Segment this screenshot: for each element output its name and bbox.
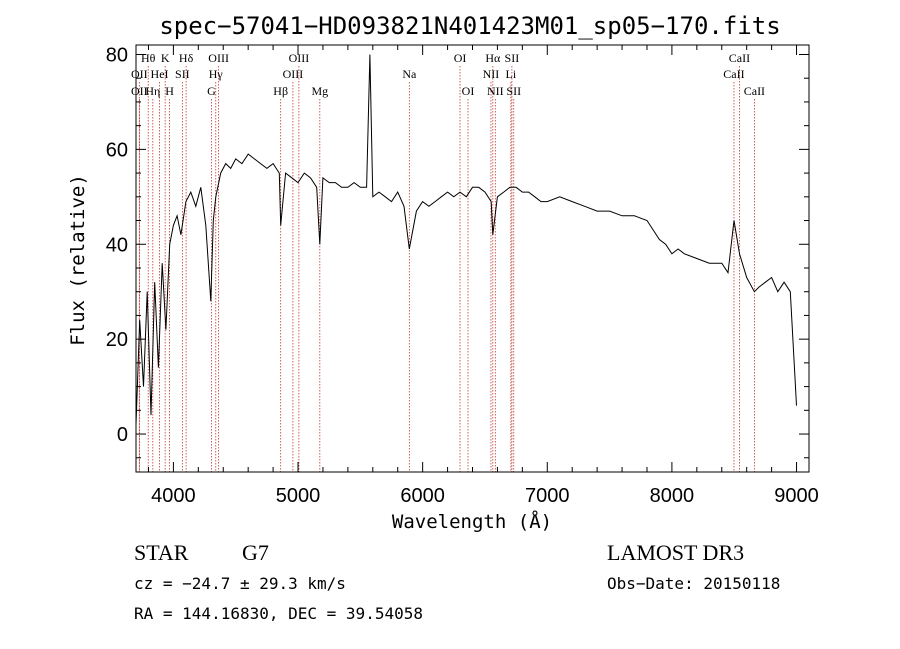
y-axis-label: Flux (relative): [67, 174, 89, 346]
y-tick-label: 20: [106, 329, 128, 351]
y-tick-label: 0: [117, 424, 128, 446]
x-tick-label: 7000: [525, 485, 570, 507]
obs-date-text: Obs−Date: 20150118: [607, 574, 780, 593]
spectral-line-label: Hα: [485, 51, 501, 65]
survey-name: LAMOST DR3: [607, 540, 744, 565]
x-tick-label: 5000: [276, 485, 321, 507]
spectral-line-label: OIII: [283, 67, 304, 81]
x-axis-label: Wavelength (Å): [392, 510, 552, 533]
spectral-line-label: Hθ: [141, 51, 156, 65]
axis-tick-labels: 4000 5000 6000 7000 8000 9000 0 20 40 60 80: [106, 44, 819, 507]
object-class: STAR: [134, 540, 189, 565]
spectral-line-label: NII: [487, 84, 504, 98]
spectral-line-label: HeI: [151, 67, 169, 81]
spectral-line-label: Hβ: [273, 84, 288, 98]
spectral-line-label: OII: [131, 84, 148, 98]
spectral-line-markers: [138, 66, 755, 472]
y-tick-label: 80: [106, 44, 128, 66]
spectral-line-label: Hγ: [209, 67, 224, 81]
x-tick-label: 6000: [400, 485, 445, 507]
x-tick-label: 4000: [151, 485, 196, 507]
spectral-line-label: K: [161, 51, 170, 65]
axis-ticks: [136, 45, 809, 472]
spectral-line-label: Mg: [311, 84, 328, 98]
spectral-line-label: CaII: [729, 51, 750, 65]
spectral-line-label: CaII: [744, 84, 765, 98]
y-tick-label: 40: [106, 234, 128, 256]
coordinates-text: RA = 144.16830, DEC = 39.54058: [134, 604, 423, 623]
x-tick-label: 9000: [774, 485, 819, 507]
spectral-line-label: Li: [506, 67, 517, 81]
spectral-line-label: H: [165, 84, 174, 98]
spectral-line-label: NII: [483, 67, 500, 81]
spectral-line-label: SII: [505, 51, 520, 65]
spectral-line-label: OI: [462, 84, 475, 98]
chart-title: spec−57041−HD093821N401423M01_sp05−170.f…: [159, 12, 780, 40]
spectral-line-label: Na: [402, 67, 417, 81]
spectral-line-label: CaII: [723, 67, 744, 81]
x-tick-label: 8000: [650, 485, 695, 507]
spectral-subclass: G7: [242, 540, 269, 565]
spectrum-series: [135, 54, 797, 425]
spectral-line-label: Hη: [145, 84, 160, 98]
spectral-line-label: SII: [175, 67, 190, 81]
spectral-line-label: SII: [506, 84, 521, 98]
y-tick-label: 60: [106, 139, 128, 161]
spectral-line-label: OII: [131, 67, 148, 81]
spectral-line-label: Hδ: [179, 51, 194, 65]
spectral-line-label: OIII: [289, 51, 310, 65]
spectral-line-label: G: [207, 84, 216, 98]
plot-frame: [135, 44, 810, 473]
spectral-line-label: OI: [454, 51, 467, 65]
redshift-text: cz = −24.7 ± 29.3 km/s: [134, 574, 346, 593]
spectral-line-label: OIII: [208, 51, 229, 65]
